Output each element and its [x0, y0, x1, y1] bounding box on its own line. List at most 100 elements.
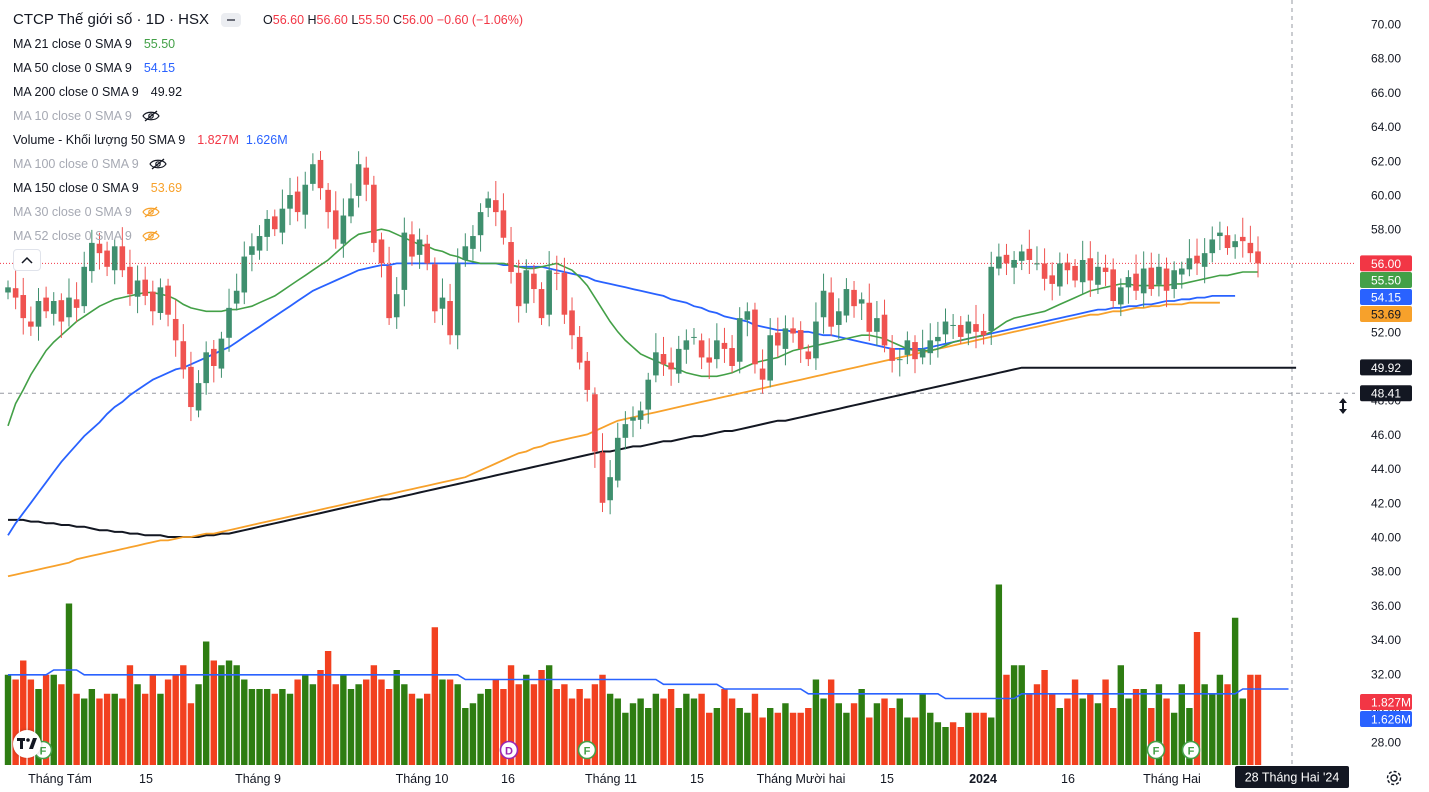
- legend-row[interactable]: MA 200 close 0 SMA 9 49.92: [13, 80, 523, 104]
- candle: [1003, 254, 1010, 264]
- time-tick-label: Tháng 11: [585, 772, 637, 786]
- volume-bar: [42, 674, 50, 765]
- volume-bar: [469, 703, 477, 765]
- indicator-label: MA 100 close 0 SMA 9: [13, 157, 139, 171]
- legend-row[interactable]: MA 150 close 0 SMA 9 53.69: [13, 176, 523, 200]
- volume-bar: [629, 703, 637, 765]
- eye-hidden-orange-icon[interactable]: [142, 230, 160, 242]
- legend-row[interactable]: MA 50 close 0 SMA 9 54.15: [13, 56, 523, 80]
- candle: [150, 291, 156, 312]
- volume-bar: [789, 712, 797, 765]
- volume-bar: [507, 665, 515, 765]
- gear-icon[interactable]: [1385, 769, 1403, 792]
- volume-bar: [431, 627, 439, 765]
- candle: [127, 266, 133, 295]
- volume-bar: [728, 698, 736, 765]
- candle: [1087, 258, 1094, 281]
- crosshair-time-badge: [1235, 766, 1349, 788]
- time-tick-label: Tháng Hai: [1143, 772, 1201, 786]
- symbol-title[interactable]: CTCP Thế giới số · 1D · HSX: [13, 11, 210, 28]
- tradingview-logo-icon[interactable]: [13, 730, 41, 758]
- volume-bar: [568, 698, 576, 765]
- minimize-button[interactable]: [221, 13, 242, 27]
- event-marker[interactable]: [577, 740, 597, 760]
- volume-bar: [751, 693, 759, 765]
- candle: [569, 310, 575, 336]
- volume-bar: [1064, 698, 1071, 765]
- volume-bar: [340, 674, 347, 765]
- candle: [1255, 251, 1261, 264]
- candle: [797, 330, 804, 349]
- candle: [538, 289, 545, 319]
- volume-bar: [553, 689, 560, 765]
- price-badge-label: 56.00: [1371, 257, 1401, 271]
- volume-bar: [27, 679, 35, 765]
- candle: [996, 256, 1002, 269]
- legend-row[interactable]: Volume - Khối lượng 50 SMA 9 1.827M 1.626M: [13, 128, 523, 152]
- event-marker[interactable]: [1181, 740, 1201, 760]
- volume-bar: [477, 693, 484, 765]
- candle: [180, 341, 187, 370]
- ma21-line: [7, 228, 1258, 427]
- volume-bar: [515, 684, 522, 765]
- candle: [1072, 265, 1078, 281]
- candle: [988, 266, 995, 331]
- low-value: 55.50: [358, 13, 390, 27]
- volume-bar: [1201, 684, 1208, 765]
- volume-bar: [1155, 684, 1163, 765]
- candle: [310, 164, 316, 184]
- volume-bar: [378, 679, 385, 765]
- candle: [203, 352, 209, 384]
- price-tick-label: 28.00: [1371, 736, 1401, 750]
- candle: [805, 351, 812, 360]
- candle: [1148, 267, 1155, 290]
- candle: [439, 297, 446, 309]
- volume-bar: [706, 712, 713, 765]
- price-tick-label: 46.00: [1371, 428, 1401, 442]
- candle: [1217, 232, 1223, 237]
- candle: [775, 332, 781, 346]
- volume-bar: [812, 679, 820, 765]
- candle: [889, 348, 895, 361]
- volume-bar: [424, 693, 431, 765]
- price-tick-label: 52.00: [1371, 325, 1401, 339]
- candle: [1079, 259, 1086, 283]
- legend-row[interactable]: MA 100 close 0 SMA 9: [13, 152, 523, 176]
- indicator-label: MA 21 close 0 SMA 9: [13, 37, 132, 51]
- indicator-value: 55.50: [143, 37, 176, 51]
- price-tick-label: 70.00: [1371, 18, 1401, 32]
- legend-row[interactable]: MA 52 close 0 SMA 9: [13, 224, 523, 248]
- price-tick-label: 32.00: [1371, 667, 1401, 681]
- eye-hidden-icon[interactable]: [142, 110, 160, 122]
- candle: [249, 246, 255, 255]
- candle: [363, 167, 370, 185]
- legend-row[interactable]: MA 21 close 0 SMA 9 55.50: [13, 32, 523, 56]
- volume-bar: [401, 684, 408, 765]
- candle: [912, 342, 918, 360]
- eye-hidden-orange-icon[interactable]: [142, 206, 160, 218]
- legend-row[interactable]: MA 30 close 0 SMA 9: [13, 200, 523, 224]
- price-tick-label: 38.00: [1371, 565, 1401, 579]
- vertical-resize-icon[interactable]: [1336, 397, 1350, 420]
- candle: [515, 272, 522, 307]
- candle: [1133, 273, 1139, 291]
- time-axis[interactable]: [0, 765, 1429, 792]
- candle: [20, 295, 27, 319]
- ma150-line: [7, 301, 1220, 578]
- volume-bar: [873, 703, 881, 765]
- volume-bar: [652, 693, 660, 765]
- legend-row[interactable]: MA 10 close 0 SMA 9: [13, 104, 523, 128]
- collapse-legend-button[interactable]: [13, 249, 41, 271]
- event-marker[interactable]: [1146, 740, 1166, 760]
- volume-bar: [446, 679, 454, 765]
- candle: [1186, 258, 1193, 270]
- candle: [279, 208, 286, 233]
- volume-bar: [103, 693, 111, 765]
- eye-hidden-icon[interactable]: [149, 158, 167, 170]
- candle: [866, 302, 873, 332]
- candle: [653, 352, 659, 376]
- indicator-label: MA 10 close 0 SMA 9: [13, 109, 132, 123]
- candle: [851, 289, 857, 307]
- event-marker[interactable]: [499, 740, 519, 760]
